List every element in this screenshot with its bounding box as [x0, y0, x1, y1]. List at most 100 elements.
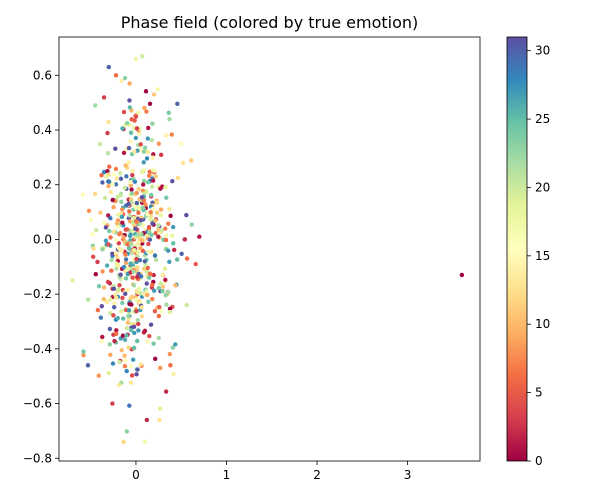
- data-point: [100, 247, 105, 252]
- data-point: [128, 139, 133, 144]
- data-point: [156, 335, 161, 341]
- data-point: [127, 219, 133, 224]
- y-tick-label: −0.6: [23, 397, 52, 411]
- data-point: [121, 150, 127, 156]
- data-point: [108, 352, 113, 358]
- data-point: [147, 237, 153, 242]
- data-point: [145, 180, 151, 185]
- data-point: [146, 224, 152, 230]
- data-point: [162, 266, 168, 271]
- data-point: [125, 120, 130, 126]
- colorbar-tick-label: 20: [535, 180, 550, 194]
- data-point: [92, 191, 98, 196]
- data-point: [150, 282, 155, 288]
- data-point: [85, 363, 91, 368]
- data-point: [166, 289, 171, 295]
- data-point: [123, 257, 129, 262]
- data-point: [121, 439, 126, 445]
- data-point: [173, 283, 178, 288]
- data-point: [116, 287, 121, 292]
- data-point: [112, 301, 117, 306]
- data-point: [170, 233, 175, 238]
- y-tick-label: 0.4: [33, 123, 52, 137]
- data-point: [134, 308, 139, 314]
- data-point: [115, 315, 121, 321]
- data-point: [106, 64, 112, 70]
- data-point: [132, 179, 138, 184]
- data-point: [136, 210, 141, 215]
- data-point: [109, 268, 114, 273]
- colorbar-tick-label: 0: [535, 454, 543, 468]
- data-point: [119, 199, 124, 205]
- data-point: [155, 87, 160, 92]
- data-point: [133, 56, 139, 62]
- data-point: [107, 164, 112, 169]
- data-point: [128, 328, 134, 333]
- data-point: [102, 195, 108, 201]
- data-point: [111, 204, 116, 210]
- data-point: [128, 380, 134, 385]
- data-point: [99, 338, 105, 344]
- plot-frame: [58, 36, 481, 462]
- data-point: [156, 285, 162, 291]
- data-point: [136, 321, 141, 327]
- data-point: [184, 256, 190, 261]
- data-point: [134, 338, 140, 344]
- data-point: [138, 291, 144, 296]
- data-point: [117, 283, 122, 288]
- data-point: [159, 309, 164, 314]
- data-point: [134, 257, 139, 262]
- data-point: [138, 142, 143, 147]
- colorbar-gradient: [506, 36, 528, 462]
- data-point: [128, 364, 134, 369]
- data-point: [139, 305, 144, 310]
- y-tick-label: 0.6: [33, 68, 52, 82]
- data-point: [170, 224, 176, 230]
- data-point: [101, 285, 107, 290]
- data-point: [180, 160, 186, 166]
- data-point: [103, 238, 109, 243]
- data-point: [134, 190, 139, 196]
- data-point: [137, 258, 143, 263]
- data-point: [148, 210, 153, 215]
- data-point: [119, 248, 124, 254]
- data-point: [120, 295, 125, 301]
- data-point: [116, 382, 122, 388]
- data-point: [111, 229, 117, 234]
- data-point: [140, 53, 145, 59]
- data-point: [129, 242, 134, 247]
- data-point: [459, 272, 465, 278]
- data-point: [130, 173, 135, 178]
- data-point: [122, 185, 127, 191]
- data-point: [111, 313, 116, 318]
- data-point: [146, 125, 151, 131]
- data-point: [140, 205, 145, 210]
- data-point: [145, 339, 150, 344]
- data-point: [131, 269, 136, 274]
- data-point: [134, 200, 140, 206]
- data-point: [119, 78, 124, 84]
- data-point: [120, 126, 125, 131]
- data-point: [158, 152, 164, 157]
- data-point: [143, 202, 148, 207]
- data-point: [148, 217, 153, 222]
- data-point: [151, 92, 157, 97]
- data-point: [129, 187, 134, 192]
- data-point: [105, 151, 111, 156]
- data-point: [156, 234, 161, 239]
- data-point: [115, 212, 121, 218]
- data-point: [141, 168, 147, 173]
- colorbar: 0 5 10 15 20 25 30: [506, 36, 550, 468]
- data-point: [95, 259, 100, 265]
- data-point: [150, 184, 155, 189]
- data-point: [147, 333, 152, 339]
- data-point: [132, 330, 137, 336]
- data-point: [108, 216, 113, 221]
- data-point: [133, 226, 138, 231]
- data-point: [143, 89, 149, 94]
- data-point: [123, 252, 128, 257]
- data-point: [106, 183, 111, 189]
- data-point: [135, 367, 140, 372]
- data-point: [163, 237, 169, 243]
